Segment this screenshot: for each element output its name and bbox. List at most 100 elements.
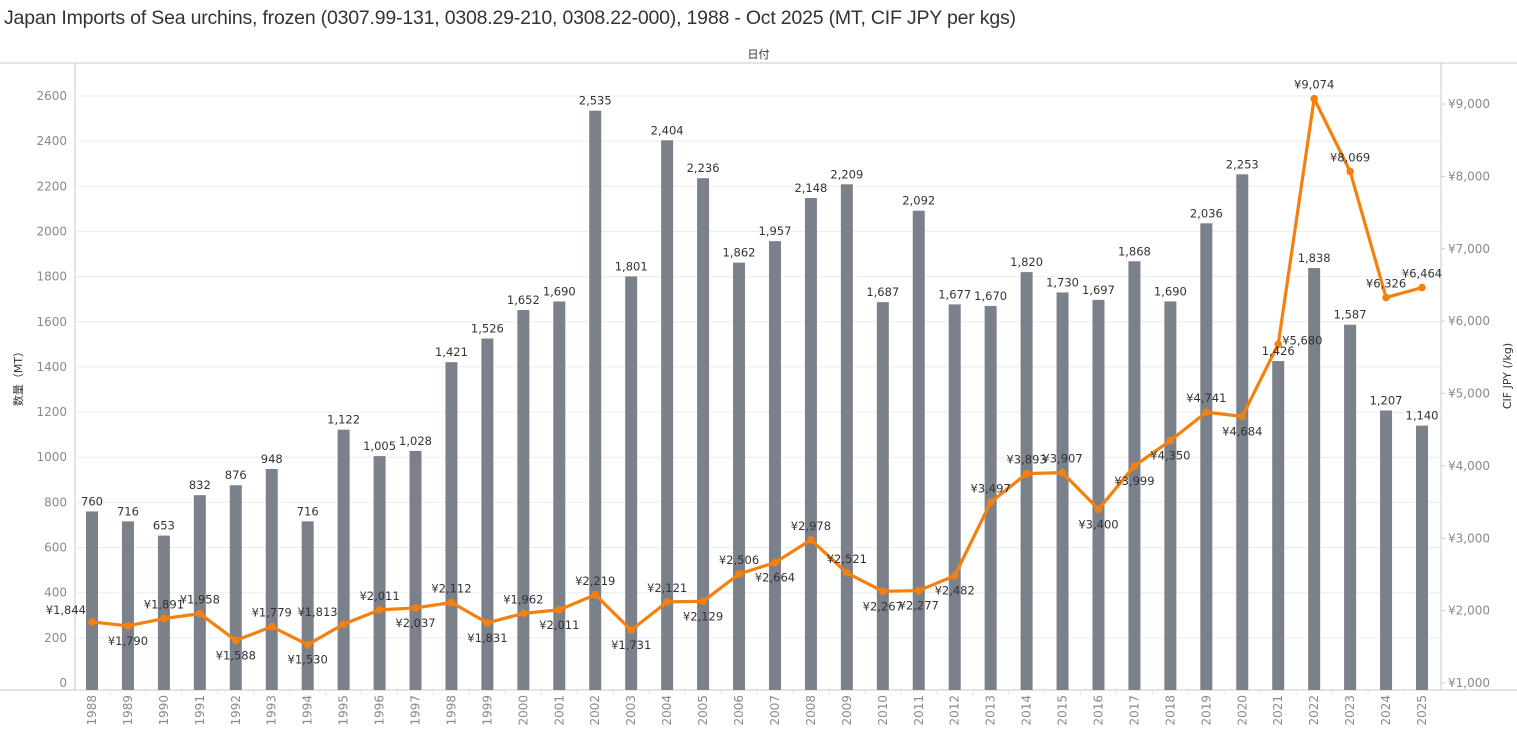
x-tick-label: 2009	[840, 695, 854, 726]
price-point-1998	[447, 598, 456, 607]
left-y-axis: 0 200 400 600 800 1000 1200 1400 1600 1800 2000 220…	[36, 89, 67, 690]
price-point-2024	[1382, 293, 1390, 302]
gridlines	[75, 95, 1441, 639]
bar-label-2007: 1,957	[759, 224, 792, 238]
x-tick-label: 2001	[552, 695, 566, 726]
x-tick-label: 2003	[624, 695, 638, 726]
price-label-2004: ¥2,121	[647, 581, 687, 595]
x-tick-label: 1994	[301, 695, 315, 726]
price-point-1991	[196, 609, 204, 618]
x-tick-label: 1991	[193, 695, 207, 726]
bar-label-1992: 876	[225, 468, 247, 482]
price-point-2000	[519, 609, 528, 618]
y2-tick-label: ¥1,000	[1448, 676, 1490, 690]
bar-label-2016: 1,697	[1082, 283, 1115, 297]
price-label-2014: ¥3,893	[1006, 453, 1046, 467]
y2-tick-label: ¥4,000	[1448, 459, 1490, 473]
price-label-1997: ¥2,037	[395, 616, 435, 630]
price-label-1993: ¥1,779	[252, 606, 292, 620]
bar-label-2011: 2,092	[902, 194, 935, 208]
bar-label-2022: 1,838	[1298, 251, 1331, 265]
price-label-2000: ¥1,962	[503, 592, 543, 606]
x-tick-label: 2025	[1415, 695, 1429, 726]
y-tick-label: 2600	[36, 89, 67, 103]
y2-tick-label: ¥8,000	[1448, 169, 1490, 183]
y2-tick-label: ¥5,000	[1448, 387, 1490, 401]
price-label-2022: ¥9,074	[1294, 78, 1334, 92]
price-point-1993	[267, 622, 276, 631]
bar-2001	[553, 301, 566, 690]
bar-label-1993: 948	[261, 452, 283, 466]
bar-label-2014: 1,820	[1010, 255, 1043, 269]
bar-label-1998: 1,421	[435, 345, 468, 359]
y-tick-label: 0	[59, 676, 67, 690]
price-label-2023: ¥8,069	[1330, 150, 1370, 164]
bar-2024	[1380, 410, 1393, 690]
bar-label-1994: 716	[297, 504, 319, 518]
right-y-axis: ¥1,000 ¥2,000 ¥3,000 ¥4,000 ¥5,000 ¥6,000 ¥7,0…	[1441, 97, 1490, 690]
price-point-2021	[1274, 340, 1283, 349]
line-data-labels: ¥1,844 ¥1,790 ¥1,891¥1,958 ¥1,588 ¥1,779 ¥1,5…	[46, 78, 1442, 667]
bar-2006	[733, 262, 746, 690]
price-point-2022	[1310, 94, 1318, 103]
y-tick-label: 2000	[36, 224, 67, 238]
bar-1990	[157, 535, 170, 690]
price-point-2012	[950, 571, 959, 580]
line-series	[88, 94, 1426, 649]
price-point-2023	[1346, 167, 1354, 176]
x-tick-label: 2010	[876, 695, 890, 726]
x-tick-label: 2004	[660, 695, 674, 726]
x-tick-label: 2000	[516, 695, 530, 726]
bar-1998	[445, 362, 458, 690]
x-tick-label: 2019	[1199, 695, 1213, 726]
x-tick-label: 1996	[373, 695, 387, 726]
x-tick-label: 1989	[121, 695, 135, 726]
y-tick-label: 1000	[36, 450, 67, 464]
x-axis: 1988 1989 1990 1991 1992 1993 1994 1995 1996 1997…	[85, 690, 1429, 726]
bar-2016	[1092, 299, 1105, 690]
bar-label-2010: 1,687	[866, 285, 899, 299]
bar-2007	[768, 241, 781, 690]
y2-tick-label: ¥9,000	[1448, 97, 1490, 111]
bar-label-1988: 760	[81, 494, 103, 508]
x-tick-label: 1997	[409, 695, 423, 726]
x-tick-label: 2006	[732, 695, 746, 726]
x-tick-label: 1990	[157, 695, 171, 726]
price-label-2008: ¥2,978	[791, 519, 831, 533]
bar-2013	[984, 305, 997, 690]
price-label-2003: ¥1,731	[611, 638, 651, 652]
price-label-2007: ¥2,664	[755, 571, 795, 585]
price-label-2002: ¥2,219	[575, 574, 615, 588]
bar-label-2025: 1,140	[1406, 409, 1439, 423]
bar-label-1990: 653	[153, 519, 175, 533]
y2-tick-label: ¥6,000	[1448, 314, 1490, 328]
price-point-2003	[627, 626, 635, 634]
price-point-2006	[735, 570, 743, 578]
price-label-1989: ¥1,790	[108, 634, 148, 648]
x-tick-label: 1998	[444, 695, 458, 726]
y-tick-label: 200	[44, 631, 67, 645]
bar-label-2006: 1,862	[723, 246, 756, 260]
bar-2023	[1344, 324, 1357, 690]
bar-label-2019: 2,036	[1190, 206, 1223, 220]
price-point-1992	[231, 636, 240, 645]
bar-label-2020: 2,253	[1226, 157, 1259, 171]
price-point-2008	[807, 536, 815, 544]
bar-label-2017: 1,868	[1118, 244, 1151, 258]
price-label-1999: ¥1,831	[467, 631, 507, 645]
price-label-2018: ¥4,350	[1150, 449, 1190, 463]
bar-label-1991: 832	[189, 478, 211, 492]
x-axis-title: 日付	[747, 48, 770, 61]
price-point-1999	[483, 619, 492, 627]
bar-label-1999: 1,526	[471, 321, 504, 335]
bar-2011	[912, 210, 925, 690]
bar-1997	[409, 450, 422, 690]
price-label-1990: ¥1,891	[144, 598, 184, 612]
chart-title: Japan Imports of Sea urchins, frozen (03…	[4, 7, 1016, 29]
bar-2018	[1164, 301, 1177, 690]
x-tick-label: 2015	[1056, 695, 1070, 726]
price-line	[91, 97, 1423, 647]
price-label-2025: ¥6,464	[1402, 267, 1442, 281]
y-tick-label: 800	[44, 495, 67, 509]
